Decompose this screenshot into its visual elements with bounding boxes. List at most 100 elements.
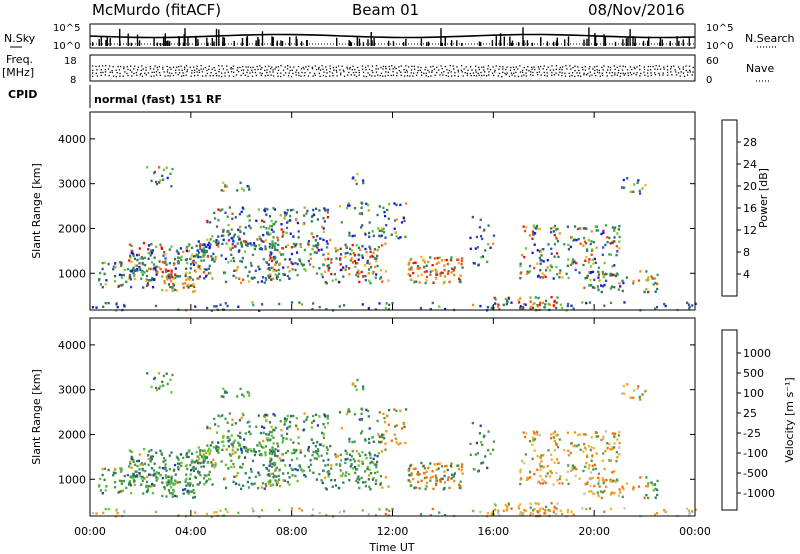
- velocity-cell: [288, 476, 291, 479]
- power-cell: [261, 219, 264, 222]
- power-cell: [103, 272, 106, 276]
- power-cell: [457, 261, 460, 265]
- velocity-cell: [369, 488, 372, 491]
- velocity-cell: [261, 482, 265, 485]
- velocity-cell: [552, 436, 555, 439]
- power-cell: [586, 249, 589, 252]
- power-cell: [602, 246, 605, 249]
- freq-mark: [622, 72, 624, 74]
- power-cell: [316, 242, 320, 245]
- velocity-cell: [246, 450, 249, 454]
- velocity-cell: [450, 462, 453, 465]
- power-cell: [575, 238, 578, 242]
- velocity-cell: [318, 415, 321, 418]
- velocity-cell: [281, 441, 284, 444]
- velocity-cell: [269, 462, 272, 466]
- velocity-cell: [547, 449, 550, 452]
- velocity-cell: [166, 382, 169, 386]
- freq-mark: [96, 69, 98, 71]
- power-cell: [128, 274, 132, 277]
- velocity-cell: [532, 439, 535, 442]
- velocity-cell: [253, 453, 256, 457]
- velocity-cell: [132, 460, 135, 463]
- power-cell: [103, 261, 107, 264]
- power-cell: [558, 232, 561, 235]
- power-cell: [189, 267, 192, 270]
- velocity-cell: [522, 431, 525, 434]
- velocity-cell: [632, 488, 635, 491]
- colorbar-tick-label: 12: [743, 224, 757, 237]
- velocity-cell: [153, 472, 156, 476]
- power-cell: [664, 304, 667, 308]
- velocity-cell: [355, 450, 358, 453]
- power-cell: [170, 273, 173, 277]
- velocity-cell: [694, 508, 697, 511]
- velocity-cell: [257, 471, 260, 474]
- velocity-cell: [351, 467, 354, 470]
- velocity-cell: [601, 479, 605, 482]
- freq-mark: [488, 71, 490, 73]
- velocity-cell: [519, 478, 522, 481]
- power-cell: [502, 303, 505, 307]
- power-cell: [138, 266, 141, 269]
- velocity-cell: [290, 458, 293, 462]
- velocity-cell: [187, 489, 190, 493]
- power-cell: [270, 225, 273, 228]
- velocity-cell: [222, 436, 225, 439]
- power-cell: [622, 281, 625, 285]
- freq-mark: [200, 65, 202, 67]
- power-cell: [147, 251, 150, 255]
- power-cell: [268, 268, 271, 272]
- freq-mark: [168, 72, 171, 74]
- power-cell: [265, 278, 268, 282]
- velocity-cell: [345, 451, 348, 455]
- velocity-cell: [420, 461, 423, 465]
- velocity-cell: [211, 441, 214, 444]
- freq-mark: [272, 75, 275, 77]
- velocity-cell: [205, 451, 208, 455]
- velocity-cell: [529, 506, 532, 509]
- velocity-cell: [556, 446, 560, 449]
- freq-mark: [447, 75, 450, 77]
- velocity-cell: [203, 483, 206, 486]
- velocity-cell: [165, 495, 168, 498]
- power-cell: [525, 226, 528, 229]
- power-cell: [270, 252, 273, 255]
- velocity-cell: [265, 484, 268, 488]
- power-cell: [601, 273, 605, 276]
- velocity-cell: [348, 473, 351, 476]
- power-cell: [154, 268, 157, 271]
- power-cell: [557, 255, 560, 259]
- power-cell: [203, 268, 206, 271]
- velocity-cell: [444, 465, 447, 468]
- velocity-cell: [569, 469, 573, 472]
- power-cell: [145, 284, 149, 287]
- freq-mark: [598, 72, 601, 74]
- power-cell: [348, 234, 351, 237]
- velocity-cell: [600, 438, 603, 442]
- power-cell: [98, 278, 101, 281]
- velocity-cell: [120, 482, 123, 485]
- power-cell: [590, 271, 593, 274]
- velocity-cell: [555, 434, 558, 437]
- power-cell: [229, 248, 232, 251]
- power-cell: [395, 203, 398, 207]
- velocity-cell: [647, 496, 650, 500]
- power-cell: [296, 262, 299, 266]
- velocity-cell: [348, 453, 352, 456]
- power-cell: [330, 258, 333, 261]
- power-cell: [210, 255, 213, 258]
- power-cell: [385, 302, 388, 305]
- power-cell: [155, 180, 158, 184]
- freq-mark: [166, 71, 168, 73]
- power-cell: [299, 243, 302, 246]
- power-cell: [151, 249, 154, 252]
- velocity-cell: [590, 459, 593, 462]
- power-cell: [359, 248, 362, 251]
- velocity-cell: [555, 512, 558, 516]
- power-cell: [597, 266, 600, 269]
- freq-mark: [461, 71, 463, 73]
- velocity-cell: [507, 502, 510, 505]
- power-cell: [164, 257, 167, 260]
